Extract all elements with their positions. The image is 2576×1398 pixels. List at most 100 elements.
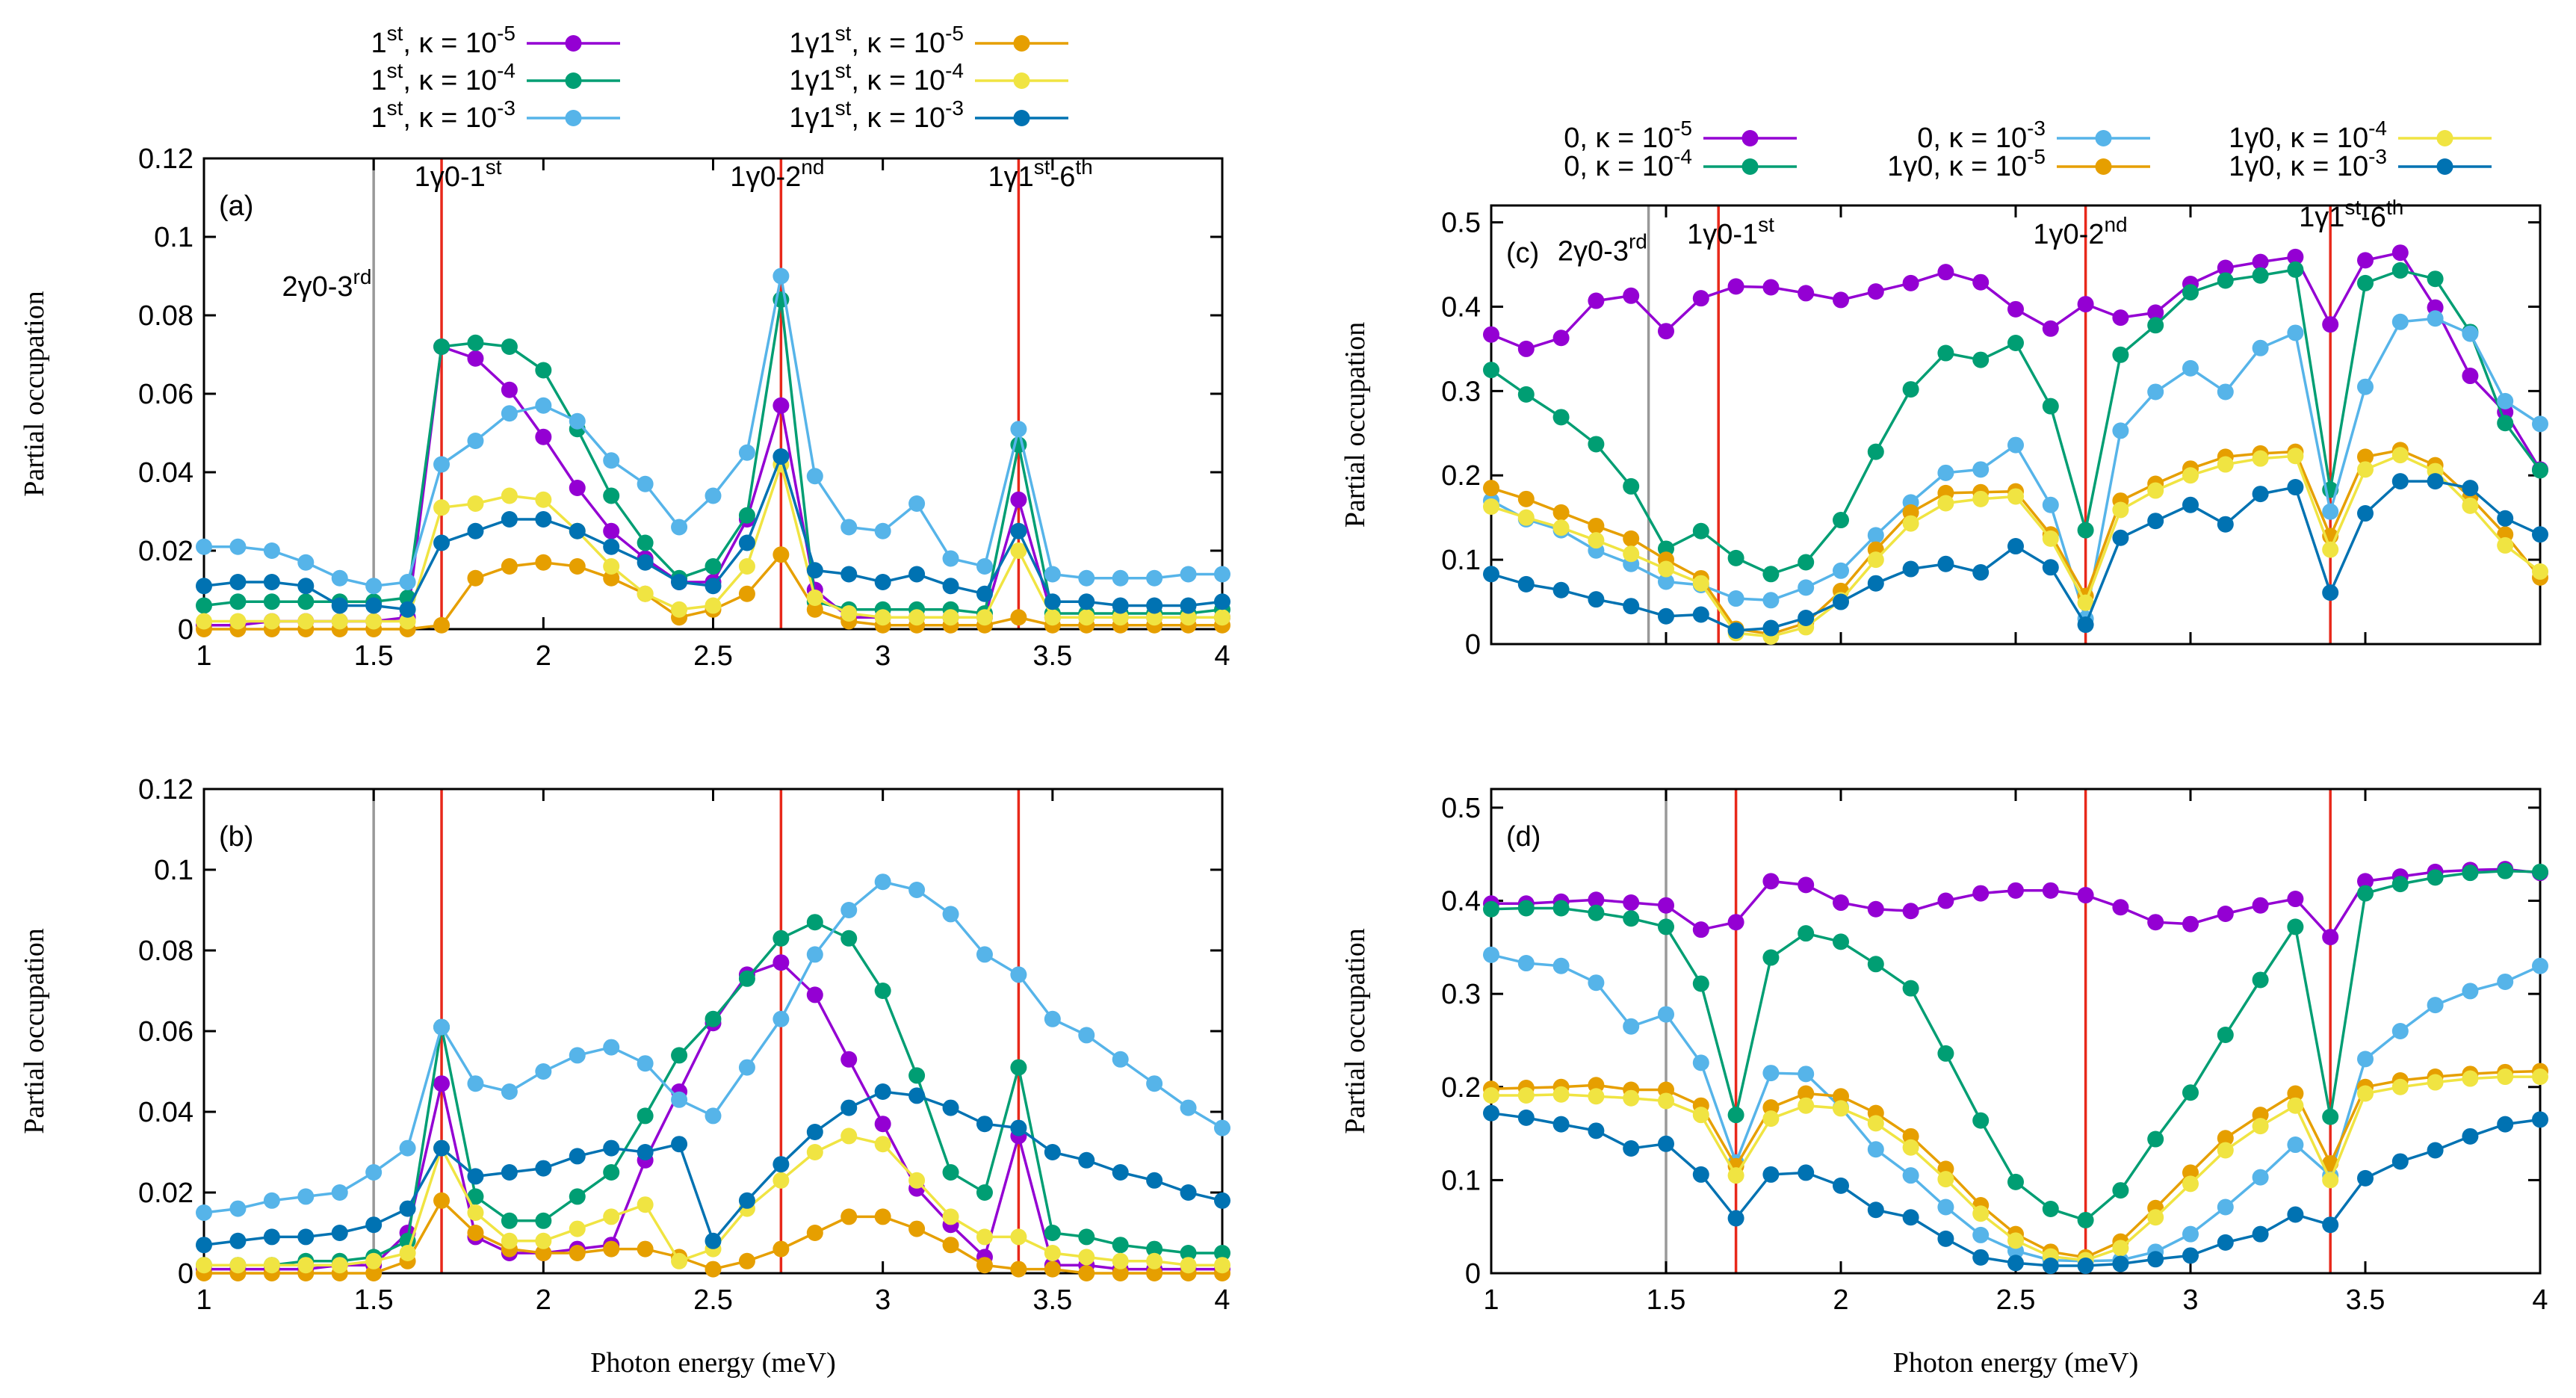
data-point	[637, 1107, 654, 1125]
data-point	[976, 609, 993, 626]
data-point	[297, 1228, 315, 1246]
data-point	[1692, 1166, 1709, 1183]
series-line	[1491, 867, 2541, 939]
data-point	[1588, 292, 1605, 309]
legend-swatch-marker	[1013, 110, 1030, 126]
data-point	[1762, 619, 1780, 637]
data-point	[1044, 609, 1061, 626]
data-point	[1867, 443, 1884, 460]
data-point	[2007, 538, 2024, 555]
series-line	[204, 921, 1222, 1266]
data-series	[196, 456, 1230, 630]
data-point	[535, 554, 552, 571]
data-point	[263, 1192, 280, 1209]
data-point	[2357, 873, 2374, 890]
data-point	[1517, 1086, 1535, 1104]
data-point	[1588, 1122, 1605, 1139]
peak-annotation: 2γ0-3rd	[1558, 229, 1647, 267]
data-point	[1762, 1166, 1780, 1183]
data-series	[196, 1192, 1230, 1281]
data-point	[2147, 482, 2164, 499]
data-point	[196, 597, 212, 614]
legend-swatch-marker	[2095, 130, 2112, 146]
data-point	[908, 566, 926, 583]
data-point	[2147, 304, 2164, 321]
y-tick-label: 0.5	[1441, 793, 1481, 824]
data-point	[2287, 448, 2304, 465]
data-point	[1214, 1245, 1230, 1261]
data-point	[1483, 498, 1499, 515]
panel-label: (d)	[1506, 821, 1541, 853]
legend-swatch-marker	[1741, 130, 1759, 146]
data-point	[1483, 1104, 1499, 1122]
data-point	[2007, 335, 2024, 352]
data-point	[569, 1220, 586, 1237]
data-point	[399, 613, 416, 630]
data-point	[1902, 274, 1919, 291]
data-point	[297, 593, 315, 610]
data-point	[806, 1124, 823, 1140]
data-point	[1588, 591, 1605, 608]
data-point	[1798, 1097, 1815, 1114]
data-point	[1552, 519, 1570, 536]
text-part: , κ = 10	[403, 102, 497, 134]
data-point	[2427, 270, 2444, 288]
text-part: 1γ0-1	[1687, 219, 1758, 250]
data-point	[705, 1232, 722, 1249]
data-point	[196, 613, 212, 630]
data-point	[1727, 278, 1744, 295]
data-point	[1010, 491, 1027, 508]
data-point	[1658, 573, 1674, 590]
data-point	[2112, 309, 2129, 327]
text-part: th	[1075, 155, 1092, 179]
data-point	[671, 1136, 688, 1153]
data-point	[1692, 1107, 1709, 1124]
data-point	[535, 428, 552, 445]
legend-swatch-marker	[2436, 158, 2453, 175]
data-point	[2112, 346, 2129, 363]
data-point	[535, 1232, 552, 1249]
data-point	[1552, 330, 1570, 347]
y-tick-label: 0	[178, 614, 193, 646]
text-part: 1γ0-2	[2033, 219, 2104, 250]
data-point	[671, 1091, 688, 1108]
data-series	[196, 291, 1230, 622]
data-point	[2427, 1142, 2444, 1159]
y-tick-label: 0.04	[138, 457, 193, 489]
data-point	[705, 1107, 722, 1125]
data-point	[535, 511, 552, 528]
text-part: 1	[371, 102, 386, 134]
data-point	[501, 405, 518, 422]
data-point	[2217, 383, 2234, 400]
text-part: , κ = 10	[851, 28, 945, 59]
data-point	[2532, 863, 2548, 880]
data-point	[433, 1139, 451, 1157]
data-point	[738, 444, 755, 461]
text-part: -3	[945, 96, 964, 120]
data-point	[2391, 262, 2409, 279]
data-point	[535, 1212, 552, 1229]
data-point	[1902, 560, 1919, 578]
y-tick-label: 0.12	[138, 143, 193, 175]
y-tick-label: 0.2	[1441, 460, 1481, 492]
data-point	[501, 1212, 518, 1229]
data-point	[1044, 1010, 1061, 1027]
text-part: st	[1034, 155, 1050, 179]
data-series	[196, 1128, 1230, 1274]
data-point	[637, 1055, 654, 1072]
x-tick-label: 1.5	[1647, 1284, 1686, 1316]
data-point	[1937, 1171, 1954, 1188]
data-point	[365, 597, 383, 614]
data-point	[806, 914, 823, 931]
data-point	[1180, 609, 1197, 626]
data-point	[2147, 513, 2164, 530]
data-point	[1044, 1245, 1061, 1261]
data-point	[196, 1257, 212, 1274]
data-point	[433, 338, 451, 355]
data-point	[1833, 562, 1849, 579]
data-point	[1937, 344, 1954, 362]
text-part: 1γ1	[789, 65, 835, 96]
legend-swatch-marker	[565, 35, 582, 52]
data-point	[297, 554, 315, 571]
data-point	[2042, 398, 2059, 415]
